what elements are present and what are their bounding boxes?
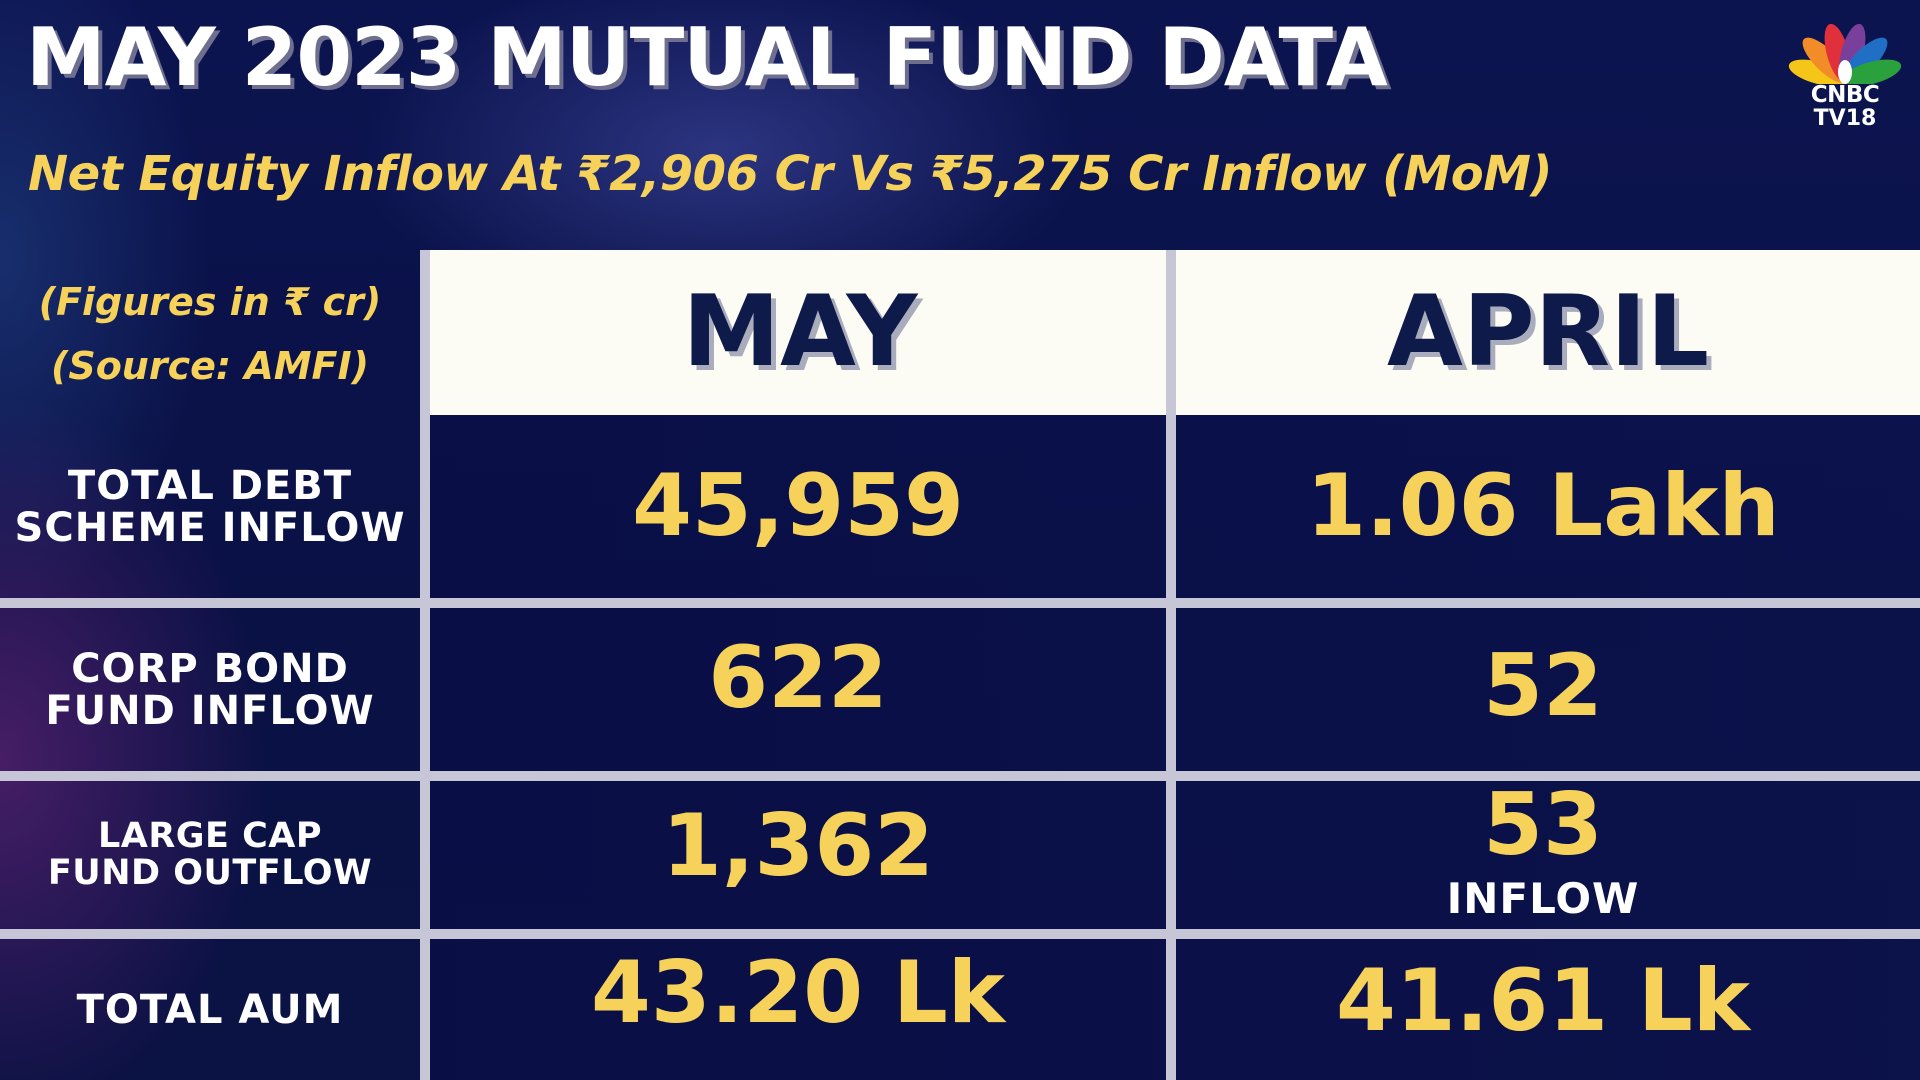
value-may-total-debt: 45,959: [632, 456, 964, 556]
value-may-large-cap: 1,362: [661, 796, 935, 896]
row-label-line: TOTAL AUM: [76, 986, 344, 1033]
page-subtitle: Net Equity Inflow At ₹2,906 Cr Vs ₹5,275…: [28, 146, 1552, 202]
row-label-corp-bond-fund-inflow: CORP BOND FUND INFLOW: [0, 608, 420, 771]
figures-unit-note: (Figures in ₹ cr): [38, 280, 382, 324]
value-april-corp-bond: 52: [1483, 636, 1603, 736]
row-label-large-cap-fund-outflow: LARGE CAP FUND OUTFLOW: [0, 781, 420, 929]
page-title: MAY 2023 MUTUAL FUND DATA: [26, 11, 1388, 104]
value-april-large-cap: 53: [1483, 775, 1603, 875]
row-label-line: SCHEME INFLOW: [14, 504, 406, 551]
row-label-total-debt-scheme-inflow: TOTAL DEBT SCHEME INFLOW: [0, 415, 420, 598]
grid-line-horizontal: [0, 771, 1920, 781]
logo-text-tv18: TV18: [1813, 106, 1877, 131]
logo-text-cnbc: CNBC: [1810, 82, 1880, 108]
column-header-may: MAY: [682, 275, 918, 389]
grid-line-vertical: [1166, 250, 1176, 1080]
row-label-line: FUND OUTFLOW: [47, 853, 373, 893]
grid-line-vertical: [420, 250, 430, 1080]
value-april-total-aum: 41.61 Lk: [1336, 951, 1750, 1051]
value-april-total-debt: 1.06 Lakh: [1306, 456, 1780, 556]
row-label-total-aum: TOTAL AUM: [0, 939, 420, 1080]
peacock-icon: [1788, 23, 1902, 84]
column-header-april: APRIL: [1386, 275, 1710, 389]
row-label-line: TOTAL DEBT: [67, 462, 353, 509]
row-label-line: FUND INFLOW: [45, 687, 375, 734]
cnbc-tv18-logo: CNBC TV18: [1782, 14, 1908, 130]
row-label-line: LARGE CAP: [97, 816, 323, 857]
grid-line-horizontal: [0, 598, 1920, 608]
value-april-large-cap-note: INFLOW: [1446, 874, 1640, 923]
grid-line-horizontal: [0, 929, 1920, 939]
value-may-total-aum: 43.20 Lk: [591, 943, 1005, 1043]
row-label-line: CORP BOND: [71, 645, 349, 692]
source-note: (Source: AMFI): [50, 344, 370, 388]
value-may-corp-bond: 622: [708, 628, 888, 728]
figures-note: (Figures in ₹ cr) (Source: AMFI): [0, 270, 420, 398]
